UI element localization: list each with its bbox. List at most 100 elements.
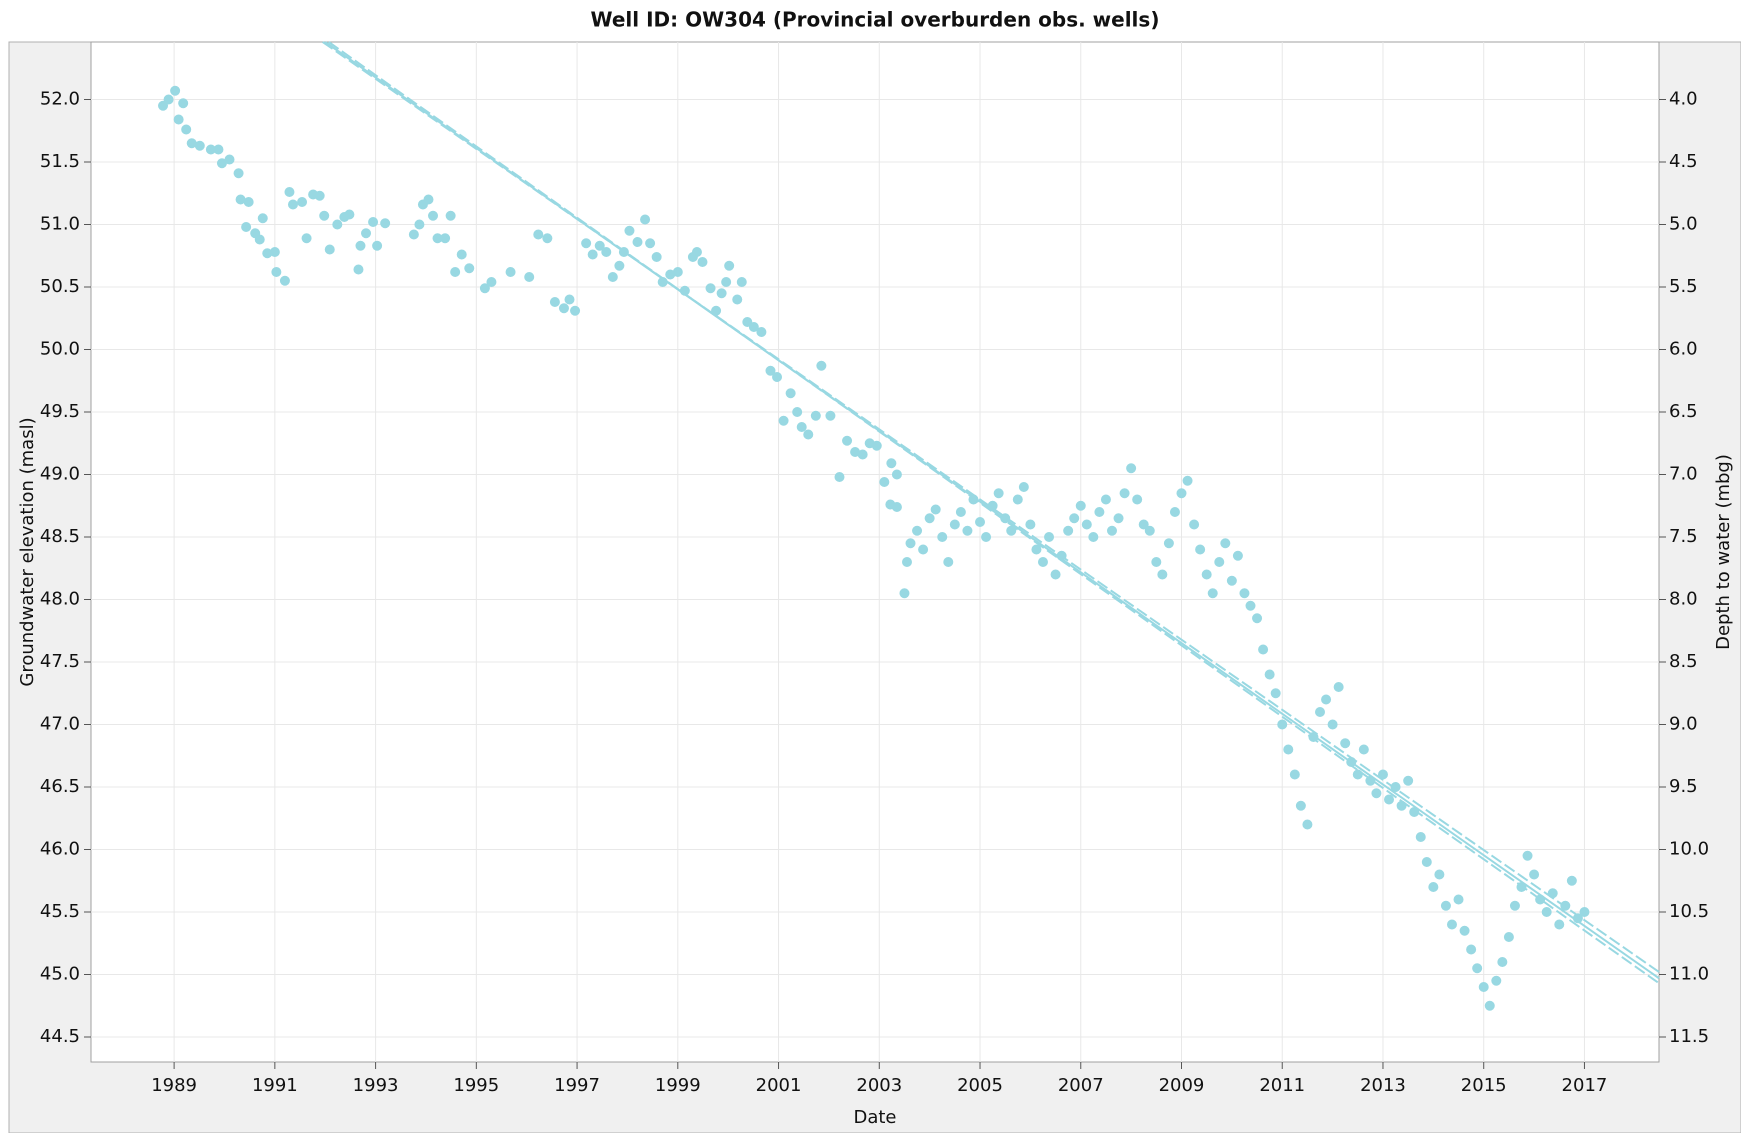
data-point xyxy=(262,248,273,259)
y2-tick-label: 11.5 xyxy=(1669,1026,1709,1047)
data-point xyxy=(1100,494,1111,505)
data-point xyxy=(564,294,575,305)
data-point xyxy=(697,257,708,267)
data-point xyxy=(423,194,434,205)
data-point xyxy=(1554,919,1565,930)
y2-axis-label: Depth to water (mbg) xyxy=(1713,454,1734,650)
data-point xyxy=(372,240,383,251)
data-point xyxy=(1497,957,1508,967)
data-point xyxy=(486,277,497,287)
data-point xyxy=(1220,538,1231,549)
data-point xyxy=(549,297,560,307)
data-point xyxy=(1529,869,1540,880)
y2-tick-label: 4.5 xyxy=(1669,151,1698,172)
y2-tick-label: 10.5 xyxy=(1669,901,1709,922)
y2-tick-label: 6.5 xyxy=(1669,401,1698,422)
y-tick-label: 47.0 xyxy=(40,714,80,735)
data-point xyxy=(632,237,643,247)
data-point xyxy=(1459,925,1470,936)
data-point xyxy=(816,360,827,371)
data-point xyxy=(1245,600,1256,611)
data-point xyxy=(899,588,910,599)
data-point xyxy=(1169,507,1180,517)
data-point xyxy=(1207,588,1218,599)
data-point xyxy=(332,219,343,230)
y2-tick-label: 8.5 xyxy=(1669,651,1698,672)
data-point xyxy=(1214,557,1225,567)
marks xyxy=(158,41,1660,1011)
data-point xyxy=(1075,500,1086,511)
x-tick-label: 2009 xyxy=(1159,1075,1205,1096)
x-tick-label: 2007 xyxy=(1058,1075,1104,1096)
data-point xyxy=(243,197,254,207)
data-point xyxy=(241,222,252,232)
data-point xyxy=(213,144,224,155)
y-tick-label: 48.5 xyxy=(40,526,80,547)
data-point xyxy=(1258,644,1269,655)
data-point xyxy=(1018,482,1029,492)
x-tick-label: 1995 xyxy=(453,1075,499,1096)
data-point xyxy=(721,277,732,287)
data-point xyxy=(205,144,216,155)
y-tick-label: 51.0 xyxy=(40,214,80,235)
data-point xyxy=(1119,488,1130,499)
data-point xyxy=(756,327,767,337)
data-point xyxy=(796,422,807,432)
y-tick-label: 45.0 xyxy=(40,964,80,985)
data-point xyxy=(1566,875,1577,886)
data-point xyxy=(975,517,986,527)
y-axis-label: Groundwater elevation (masl) xyxy=(17,417,38,686)
data-point xyxy=(1295,800,1306,811)
data-point xyxy=(440,233,451,244)
data-point xyxy=(428,210,439,221)
data-point xyxy=(1081,519,1092,530)
data-point xyxy=(1094,507,1105,517)
y-tick-label: 51.5 xyxy=(40,151,80,172)
data-point xyxy=(716,288,727,299)
data-point xyxy=(1031,544,1042,555)
data-point xyxy=(1063,525,1074,536)
data-point xyxy=(651,252,662,262)
data-point xyxy=(224,154,235,165)
data-point xyxy=(1384,794,1395,805)
trend-line xyxy=(324,41,1660,980)
data-point xyxy=(1252,613,1263,624)
data-point xyxy=(1189,519,1200,530)
data-point xyxy=(912,525,923,536)
data-point xyxy=(601,247,612,257)
data-point xyxy=(624,225,635,236)
data-point xyxy=(1289,769,1300,780)
data-point xyxy=(269,247,280,257)
data-point xyxy=(871,440,882,451)
data-point xyxy=(943,557,954,567)
data-point xyxy=(1088,532,1099,542)
data-point xyxy=(380,218,391,229)
data-point xyxy=(1453,894,1464,905)
data-point xyxy=(279,275,290,286)
data-point xyxy=(233,168,244,179)
data-point xyxy=(284,187,295,197)
data-point xyxy=(1466,944,1477,955)
data-point xyxy=(955,507,966,517)
data-point xyxy=(1163,538,1174,549)
data-point xyxy=(1037,557,1048,567)
y-tick-label: 46.0 xyxy=(40,839,80,860)
data-point xyxy=(1522,850,1533,861)
data-point xyxy=(1428,882,1439,892)
data-point xyxy=(368,217,379,227)
x-tick-label: 2001 xyxy=(756,1075,802,1096)
data-point xyxy=(1478,982,1489,992)
data-point xyxy=(186,138,197,149)
x-tick-label: 1997 xyxy=(554,1075,600,1096)
data-point xyxy=(1390,782,1401,792)
data-point xyxy=(640,214,651,225)
data-point xyxy=(287,199,298,210)
data-point xyxy=(705,283,716,294)
data-point xyxy=(993,488,1004,499)
data-point xyxy=(301,233,312,244)
data-point xyxy=(905,538,916,549)
data-point xyxy=(344,209,355,220)
data-point xyxy=(918,544,929,555)
y-tick-label: 46.5 xyxy=(40,776,80,797)
